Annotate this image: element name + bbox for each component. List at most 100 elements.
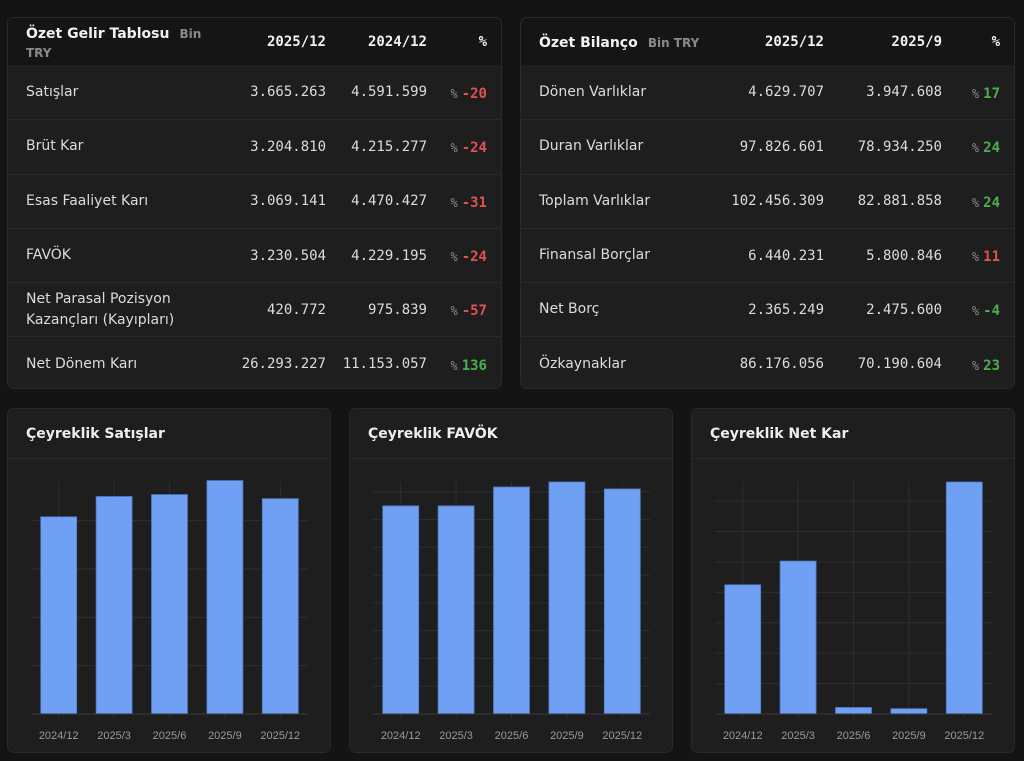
bar-2025-6[interactable] bbox=[493, 486, 530, 715]
balance-sheet-title: Özet Bilanço bbox=[539, 35, 638, 51]
x-tick-label: 2025/6 bbox=[153, 730, 187, 742]
bar-2025-12[interactable] bbox=[945, 481, 983, 715]
change-percent: % -20 bbox=[427, 83, 487, 102]
percent-symbol: % bbox=[971, 195, 980, 210]
bar-2025-9[interactable] bbox=[548, 481, 586, 715]
x-tick-label: 2024/12 bbox=[381, 730, 421, 742]
row-label: Brüt Kar bbox=[26, 138, 84, 155]
change-percent: % 24 bbox=[942, 137, 1000, 156]
current-value: 4.629.707 bbox=[748, 84, 824, 101]
table-row[interactable]: Satışlar 3.665.263 4.591.599% -20 bbox=[8, 65, 501, 119]
table-row[interactable]: Finansal Borçlar 6.440.231 5.800.846% 11 bbox=[521, 227, 1014, 282]
quarterly-net-profit-chart: 2024/12 2025/3 2025/6 2025/9 2025/12 bbox=[715, 481, 992, 742]
x-tick-label: 2025/3 bbox=[439, 730, 473, 742]
table-row[interactable]: Toplam Varlıklar 102.456.309 82.881.858% 24 bbox=[521, 173, 1014, 228]
change-percent: % -24 bbox=[427, 246, 487, 265]
bar-2025-6[interactable] bbox=[151, 494, 188, 715]
current-value: 3.665.263 bbox=[250, 84, 326, 101]
row-label: Satışlar bbox=[26, 83, 79, 100]
change-value: 11 bbox=[983, 249, 1000, 266]
quarterly-net-profit-chart-card: Çeyreklik Net Kar 2024/12 2025/3 2025/6 202… bbox=[691, 408, 1015, 753]
quarterly-ebitda-chart-title: Çeyreklik FAVÖK bbox=[350, 409, 672, 459]
percent-symbol: % bbox=[971, 250, 980, 265]
bar-2025-12[interactable] bbox=[261, 498, 299, 715]
change-percent: % -57 bbox=[427, 300, 487, 319]
current-value: 86.176.056 bbox=[739, 356, 824, 373]
bar-2024-12[interactable] bbox=[724, 584, 762, 715]
table-row[interactable]: Net Parasal Pozisyon Kazançları (Kayıpla… bbox=[8, 282, 501, 336]
bar-2025-3[interactable] bbox=[779, 560, 817, 715]
percent-symbol: % bbox=[971, 358, 980, 373]
bar-2024-12[interactable] bbox=[382, 505, 420, 715]
bar-2025-3[interactable] bbox=[95, 496, 133, 715]
balance-sheet-card: Özet Bilanço Bin TRY 2025/12 2025/9 % Dö… bbox=[520, 17, 1015, 389]
bar-2025-12[interactable] bbox=[603, 488, 641, 715]
previous-value: 5.800.846 bbox=[866, 247, 942, 264]
x-tick-label: 2025/6 bbox=[495, 730, 529, 742]
bar-2025-9[interactable] bbox=[890, 708, 928, 715]
table-row[interactable]: Net Borç 2.365.249 2.475.600% -4 bbox=[521, 282, 1014, 336]
percent-symbol: % bbox=[971, 304, 980, 319]
table-row[interactable]: Esas Faaliyet Karı 3.069.141 4.470.427% -31 bbox=[8, 173, 501, 228]
percent-symbol: % bbox=[450, 250, 458, 265]
percent-symbol: % bbox=[450, 86, 458, 101]
table-row[interactable]: Özkaynaklar 86.176.056 70.190.604% 23 bbox=[521, 336, 1014, 388]
row-label: Net Borç bbox=[539, 301, 600, 318]
previous-value: 3.947.608 bbox=[866, 84, 942, 101]
x-tick-label: 2025/12 bbox=[260, 730, 300, 742]
x-tick-label: 2025/9 bbox=[208, 730, 242, 742]
balance-sheet-unit: Bin TRY bbox=[647, 36, 700, 50]
bar-2025-3[interactable] bbox=[437, 505, 475, 715]
previous-value: 70.190.604 bbox=[857, 356, 942, 373]
column-header-previous[interactable]: 2024/12 bbox=[367, 33, 427, 50]
previous-value: 4.470.427 bbox=[351, 193, 427, 210]
bar-2025-9[interactable] bbox=[206, 480, 244, 715]
current-value: 102.456.309 bbox=[731, 193, 824, 210]
change-value: 24 bbox=[983, 194, 1000, 211]
column-header-previous[interactable]: 2025/9 bbox=[891, 33, 942, 50]
table-row[interactable]: Dönen Varlıklar 4.629.707 3.947.608% 17 bbox=[521, 65, 1014, 119]
table-row[interactable]: Brüt Kar 3.204.810 4.215.277% -24 bbox=[8, 119, 501, 173]
current-value: 97.826.601 bbox=[739, 138, 824, 155]
change-percent: % -24 bbox=[427, 137, 487, 156]
column-header-current[interactable]: 2025/12 bbox=[764, 33, 824, 50]
change-value: -24 bbox=[461, 249, 487, 266]
table-row[interactable]: Duran Varlıklar 97.826.601 78.934.250% 24 bbox=[521, 119, 1014, 173]
previous-value: 2.475.600 bbox=[866, 301, 942, 318]
percent-symbol: % bbox=[450, 195, 458, 210]
column-header-percent[interactable]: % bbox=[991, 33, 1000, 50]
x-tick-label: 2024/12 bbox=[723, 730, 763, 742]
change-value: 17 bbox=[983, 85, 1000, 102]
percent-symbol: % bbox=[971, 141, 980, 156]
bar-2024-12[interactable] bbox=[40, 516, 78, 715]
percent-symbol: % bbox=[450, 141, 458, 156]
quarterly-sales-chart: 2024/12 2025/3 2025/6 2025/9 2025/12 bbox=[31, 480, 308, 742]
previous-value: 4.229.195 bbox=[351, 247, 427, 264]
change-percent: % -4 bbox=[942, 300, 1000, 319]
x-tick-label: 2025/9 bbox=[550, 730, 584, 742]
x-tick-label: 2025/3 bbox=[97, 730, 131, 742]
row-label: FAVÖK bbox=[26, 247, 71, 264]
change-percent: % 136 bbox=[427, 355, 487, 374]
x-tick-label: 2025/12 bbox=[944, 730, 984, 742]
row-label: Net Parasal Pozisyon Kazançları (Kayıpla… bbox=[26, 290, 175, 328]
balance-sheet-header: Özet Bilanço Bin TRY 2025/12 2025/9 % bbox=[521, 18, 1014, 65]
column-header-percent[interactable]: % bbox=[478, 33, 487, 50]
change-percent: % 17 bbox=[942, 83, 1000, 102]
row-label: Dönen Varlıklar bbox=[539, 83, 647, 100]
percent-symbol: % bbox=[450, 358, 458, 373]
current-value: 420.772 bbox=[266, 301, 326, 318]
change-percent: % 24 bbox=[942, 192, 1000, 211]
change-value: 23 bbox=[983, 357, 1000, 374]
column-header-current[interactable]: 2025/12 bbox=[266, 33, 326, 50]
bar-2025-6[interactable] bbox=[835, 707, 872, 715]
income-statement-rows: Satışlar 3.665.263 4.591.599% -20 Brüt Kar 3.… bbox=[8, 65, 501, 388]
income-statement-unit: Bin TRY bbox=[26, 26, 202, 60]
table-row[interactable]: Net Dönem Karı 26.293.227 11.153.057% 136 bbox=[8, 336, 501, 388]
row-label: Özkaynaklar bbox=[539, 355, 626, 372]
quarterly-sales-chart-card: Çeyreklik Satışlar 2024/12 2025/3 2025/6 20… bbox=[7, 408, 331, 753]
table-row[interactable]: FAVÖK 3.230.504 4.229.195% -24 bbox=[8, 227, 501, 282]
x-tick-label: 2025/9 bbox=[892, 730, 926, 742]
previous-value: 4.215.277 bbox=[351, 138, 427, 155]
row-label: Finansal Borçlar bbox=[539, 247, 651, 264]
